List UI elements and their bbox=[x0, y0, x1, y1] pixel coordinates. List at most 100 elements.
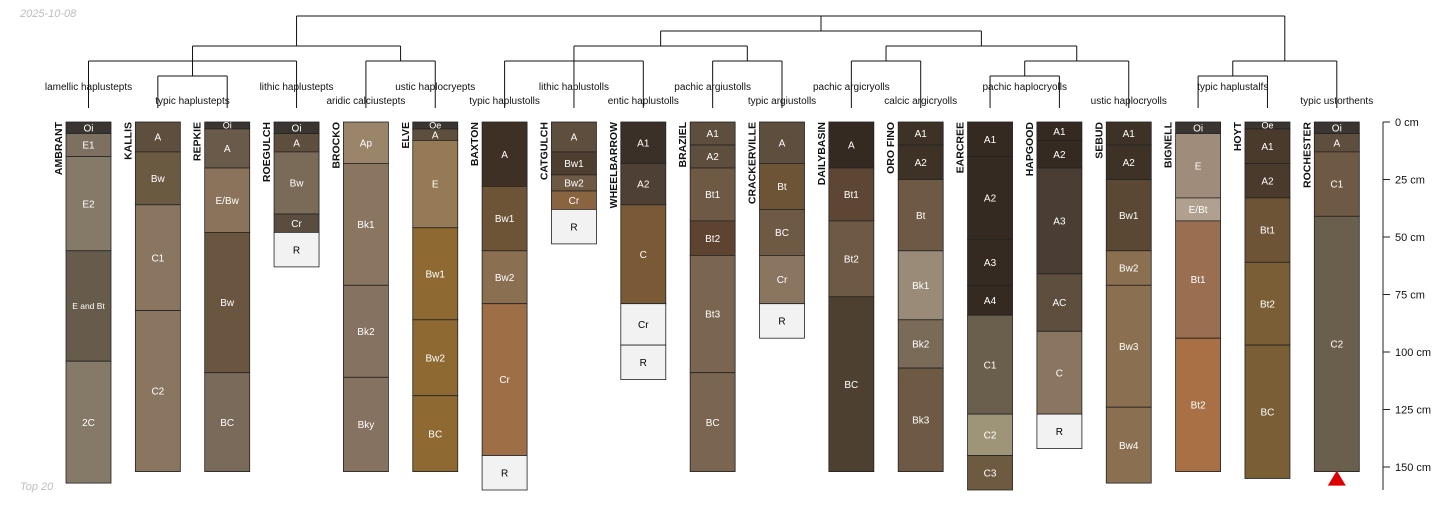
horizon-oro-fino-bk2 bbox=[897, 319, 944, 369]
horizon-label: AC bbox=[1052, 298, 1066, 309]
horizon-label: BC bbox=[844, 380, 858, 391]
horizon-elve-bw1 bbox=[412, 227, 459, 321]
horizon-label: E bbox=[432, 180, 439, 191]
horizon-hoyt-bt1 bbox=[1244, 197, 1291, 263]
horizon-label: Bk3 bbox=[912, 415, 930, 426]
horizon-sebud-bw1 bbox=[1105, 179, 1152, 252]
taxon-label: typic haplustepts bbox=[155, 96, 230, 107]
profile-name-dailybasin: DAILYBASIN bbox=[816, 122, 828, 185]
profile-name-earcree: EARCREE bbox=[955, 122, 967, 173]
horizon-elve-bc bbox=[412, 395, 459, 473]
horizon-label: E and Bt bbox=[72, 301, 105, 311]
horizon-repkie-bw bbox=[204, 231, 251, 374]
depth-tick-label: 125 cm bbox=[1395, 405, 1431, 417]
horizon-label: A3 bbox=[1053, 217, 1066, 228]
horizon-earcree-a1 bbox=[967, 121, 1013, 157]
horizon-label: A bbox=[224, 144, 231, 155]
horizon-label: R bbox=[778, 317, 785, 328]
horizon-label: Bt2 bbox=[844, 254, 859, 265]
horizon-label: A1 bbox=[1123, 129, 1136, 140]
depth-marker bbox=[1327, 470, 1346, 486]
horizon-label: R bbox=[293, 245, 300, 256]
horizon-braziel-bc bbox=[689, 372, 736, 473]
horizon-brocko-bk1 bbox=[342, 162, 389, 286]
profile-name-repkie: REPKIE bbox=[192, 122, 204, 161]
horizon-crackerville-bt bbox=[759, 162, 805, 210]
taxon-label: ustic haplocryolls bbox=[1091, 96, 1167, 107]
horizon-oro-fino-bk1 bbox=[897, 250, 944, 321]
taxon-label: lamellic haplustepts bbox=[45, 82, 132, 93]
horizon-label: A bbox=[1333, 138, 1340, 149]
profile-name-crackerville: CRACKERVILLE bbox=[747, 122, 759, 204]
horizon-label: A1 bbox=[1053, 127, 1066, 138]
horizon-repkie-a bbox=[204, 128, 251, 169]
horizon-sebud-a2 bbox=[1105, 144, 1152, 180]
horizon-label: Bt1 bbox=[844, 190, 859, 201]
profile-name-hoyt: HOYT bbox=[1232, 121, 1244, 151]
horizon-earcree-c1 bbox=[967, 314, 1013, 415]
horizon-label: Oi bbox=[223, 121, 232, 131]
profile-name-catgulch: CATGULCH bbox=[538, 122, 550, 180]
horizon-label: Bk1 bbox=[912, 281, 930, 292]
horizon-label: A bbox=[293, 138, 300, 149]
taxon-label: lithic haplustolls bbox=[539, 82, 609, 93]
horizon-dailybasin-bc bbox=[828, 296, 875, 472]
horizon-rochester-c2 bbox=[1313, 215, 1360, 473]
horizon-label: Bk1 bbox=[357, 220, 375, 231]
horizon-ambrant-2c bbox=[65, 360, 112, 484]
profile-name-oro-fino: ORO FINO bbox=[885, 122, 897, 174]
depth-tick-label: 150 cm bbox=[1395, 462, 1431, 474]
horizon-label: Bw1 bbox=[495, 214, 515, 225]
horizon-oro-fino-bk3 bbox=[897, 367, 944, 473]
profile-name-roegulch: ROEGULCH bbox=[261, 122, 273, 182]
horizon-label: A bbox=[848, 141, 855, 152]
horizon-roegulch-bw bbox=[273, 151, 320, 215]
horizon-label: Bt3 bbox=[705, 310, 720, 321]
horizon-label: Bt1 bbox=[705, 190, 720, 201]
profile-name-kallis: KALLIS bbox=[122, 122, 134, 160]
horizon-label: A1 bbox=[1261, 142, 1274, 153]
horizon-label: A bbox=[432, 130, 439, 141]
horizon-roegulch-r bbox=[273, 231, 320, 268]
horizon-baxton-bw1 bbox=[481, 185, 528, 252]
depth-tick-label: 75 cm bbox=[1395, 290, 1425, 302]
horizon-sebud-bw4 bbox=[1105, 406, 1152, 484]
horizon-label: E bbox=[1195, 161, 1202, 172]
horizon-hoyt-a2 bbox=[1244, 162, 1291, 199]
horizon-label: Bw bbox=[151, 174, 166, 185]
horizon-label: Bw bbox=[220, 298, 235, 309]
horizon-label: BC bbox=[220, 418, 234, 429]
horizon-label: A2 bbox=[1123, 158, 1136, 169]
horizon-label: Bt2 bbox=[1260, 299, 1275, 310]
horizon-label: Bt bbox=[916, 211, 926, 222]
horizon-label: Bw3 bbox=[1119, 342, 1139, 353]
horizon-label: Oi bbox=[292, 123, 302, 134]
profile-name-brocko: BROCKO bbox=[330, 122, 342, 169]
horizon-label: Bt1 bbox=[1260, 226, 1275, 237]
taxon-label: pachic argicryolls bbox=[813, 82, 890, 93]
horizon-label: C2 bbox=[1330, 340, 1343, 351]
horizon-label: E1 bbox=[82, 141, 95, 152]
horizon-label: Oe bbox=[429, 121, 441, 131]
horizon-label: A2 bbox=[915, 158, 928, 169]
horizon-label: Cr bbox=[291, 219, 302, 230]
horizon-label: 2C bbox=[82, 418, 95, 429]
profile-name-rochester: ROCHESTER bbox=[1301, 122, 1313, 188]
horizon-wheelbarrow-r bbox=[620, 344, 667, 381]
horizon-label: C3 bbox=[984, 468, 997, 479]
horizon-crackerville-bc bbox=[759, 208, 805, 256]
horizon-label: BC bbox=[706, 418, 720, 429]
horizon-catgulch-r bbox=[551, 208, 597, 245]
profile-name-baxton: BAXTON bbox=[469, 122, 481, 166]
horizon-wheelbarrow-a2 bbox=[620, 162, 667, 206]
horizon-baxton-r bbox=[481, 455, 528, 491]
horizon-hoyt-a1 bbox=[1244, 128, 1291, 164]
horizon-label: Cr bbox=[638, 320, 649, 331]
horizon-label: R bbox=[1056, 427, 1063, 438]
profile-name-wheelbarrow: WHEELBARROW bbox=[608, 122, 620, 208]
horizon-label: A1 bbox=[637, 138, 650, 149]
horizon-label: C1 bbox=[151, 253, 164, 264]
taxon-label: entic haplustolls bbox=[608, 96, 679, 107]
profile-name-bignell: BIGNELL bbox=[1163, 121, 1175, 168]
